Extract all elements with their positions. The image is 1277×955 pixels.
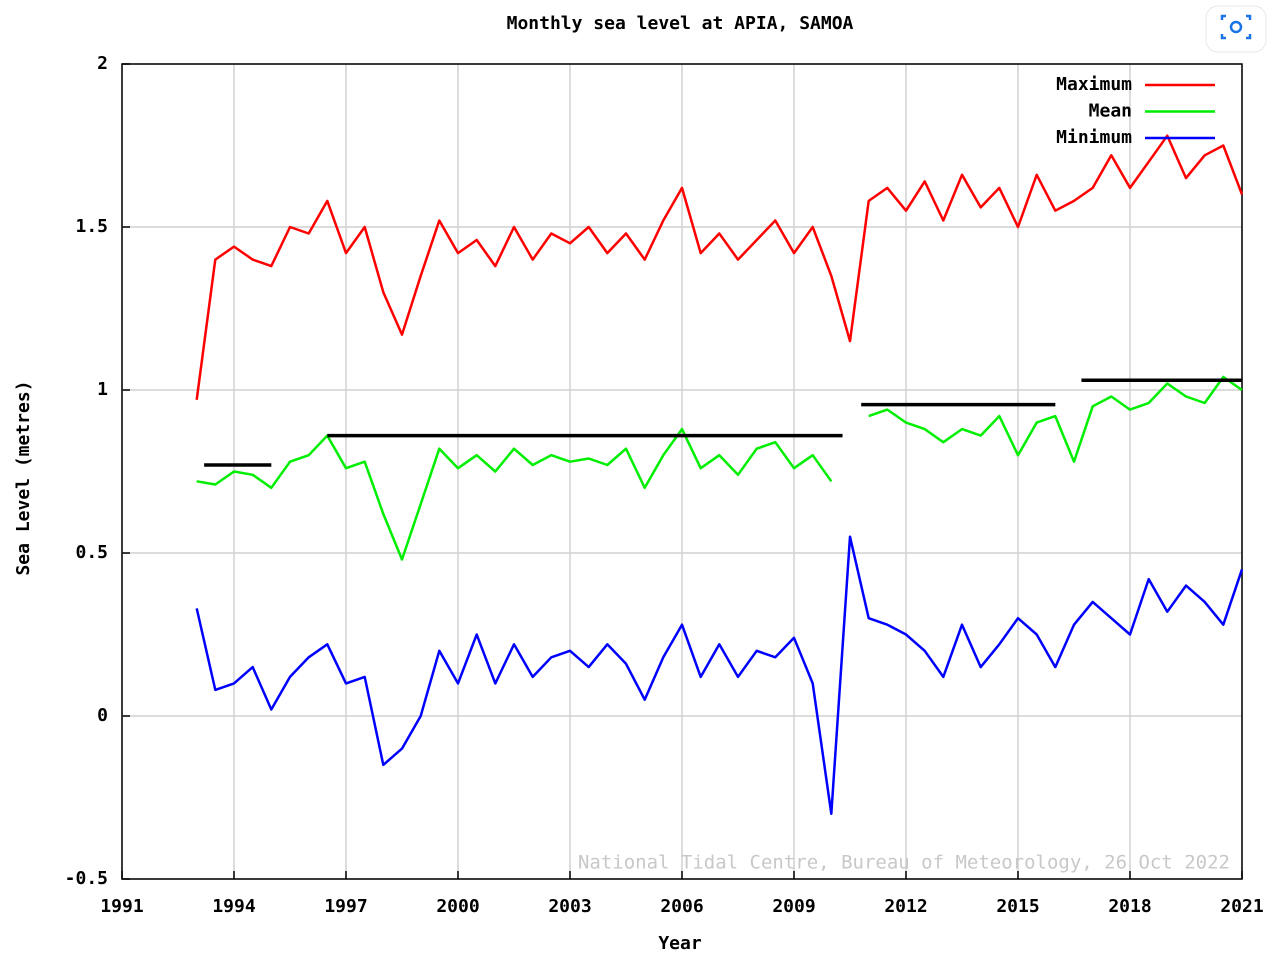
x-axis-label: Year bbox=[658, 933, 702, 954]
x-tick-label: 2000 bbox=[436, 896, 479, 917]
plot-frame bbox=[121, 63, 1243, 880]
y-tick-label: 0.5 bbox=[75, 542, 108, 563]
legend-label: Maximum bbox=[1056, 74, 1132, 95]
x-tick-label: 2018 bbox=[1108, 896, 1151, 917]
x-tick-label: 1994 bbox=[212, 896, 256, 917]
x-tick-label: 1997 bbox=[324, 896, 367, 917]
x-tick-label: 2021 bbox=[1220, 896, 1263, 917]
x-tick-label: 1991 bbox=[100, 896, 143, 917]
legend-label: Minimum bbox=[1056, 127, 1132, 148]
y-tick-label: -0.5 bbox=[65, 868, 108, 889]
watermark: National Tidal Centre, Bureau of Meteoro… bbox=[578, 852, 1230, 874]
y-tick-label: 1.5 bbox=[75, 216, 108, 237]
legend-label: Mean bbox=[1089, 101, 1132, 122]
x-tick-label: 2006 bbox=[660, 896, 703, 917]
y-tick-label: 0 bbox=[97, 705, 108, 726]
y-tick-label: 2 bbox=[97, 53, 108, 74]
y-axis-label: Sea Level (metres) bbox=[13, 380, 34, 575]
lens-button[interactable] bbox=[1205, 5, 1267, 53]
lens-frame bbox=[1220, 14, 1252, 40]
x-tick-label: 2009 bbox=[772, 896, 815, 917]
series-line bbox=[195, 535, 1244, 816]
x-tick-label: 2003 bbox=[548, 896, 591, 917]
x-tick-label: 2012 bbox=[884, 896, 927, 917]
series-line bbox=[196, 375, 1243, 561]
lens-circle bbox=[1229, 20, 1243, 34]
series-line bbox=[195, 134, 1244, 400]
chart-title: Monthly sea level at APIA, SAMOA bbox=[507, 13, 854, 34]
x-tick-label: 2015 bbox=[996, 896, 1039, 917]
y-tick-label: 1 bbox=[97, 379, 108, 400]
lens-icon[interactable] bbox=[1205, 5, 1267, 53]
